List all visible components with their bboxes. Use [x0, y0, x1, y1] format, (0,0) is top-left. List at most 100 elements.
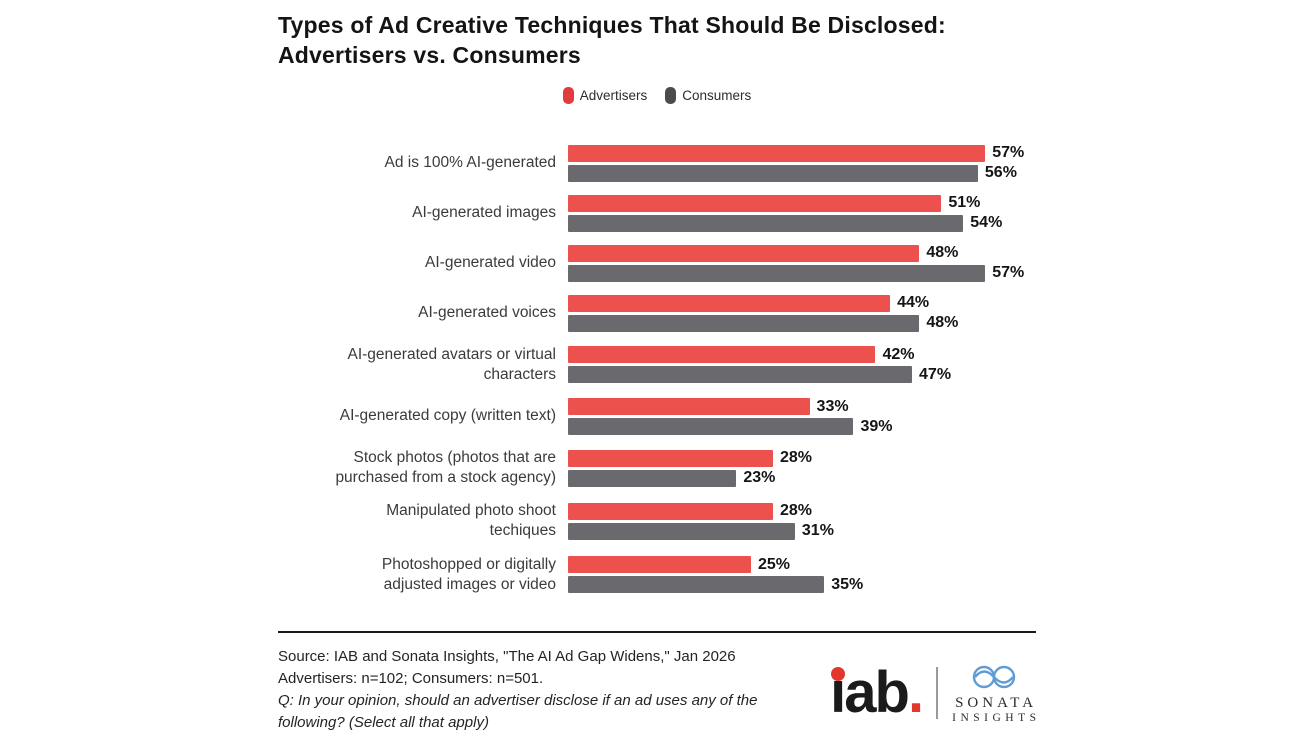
consumers-bar [568, 366, 913, 384]
iab-period: . [907, 660, 924, 726]
consumers-value-label: 39% [860, 417, 893, 435]
legend-swatch [665, 87, 677, 105]
bar-pair: 28% 23% [568, 449, 812, 487]
chart-title: Types of Ad Creative Techniques That Sho… [278, 12, 946, 69]
consumers-bar-line: 31% [568, 522, 834, 540]
consumers-value-label: 56% [984, 164, 1017, 182]
row-label: Photoshopped or digitally adjusted image… [381, 555, 556, 593]
advertisers-bar-line: 48% [568, 244, 1024, 262]
consumers-bar [568, 264, 986, 282]
consumers-value-label: 48% [926, 314, 959, 332]
advertisers-bar-line: 28% [568, 449, 812, 467]
page: Types of Ad Creative Techniques That Sho… [278, 10, 1036, 735]
advertisers-value-label: 33% [816, 397, 849, 415]
legend-swatch [562, 87, 574, 105]
advertisers-bar [568, 556, 751, 574]
consumers-bar-line: 47% [568, 365, 952, 384]
advertisers-value-label: 44% [897, 294, 930, 312]
row-label: Manipulated photo shoot techiques [386, 502, 556, 540]
consumers-value-label: 57% [992, 264, 1025, 282]
legend-label: Advertisers [579, 88, 648, 104]
bar-pair: 25% 35% [568, 555, 864, 594]
advertisers-bar-line: 33% [568, 398, 893, 415]
iab-i-dot-icon [831, 667, 846, 682]
advertisers-value-label: 25% [758, 555, 791, 573]
sonata-wordmark-line2: INSIGHTS [952, 712, 1041, 725]
chart-row: Photoshopped or digitally adjusted image… [278, 555, 1036, 595]
advertisers-value-label: 28% [779, 449, 812, 467]
chart-row: Ad is 100% AI-generated 57% 56% [278, 144, 1036, 182]
row-label: AI-generated avatars or virtual characte… [347, 345, 557, 383]
advertisers-value-label: 28% [779, 502, 812, 520]
sonata-infinity-icon [972, 666, 1016, 689]
consumers-bar-line: 39% [568, 418, 893, 435]
consumers-bar [568, 522, 795, 540]
bar-pair: 42% 47% [568, 345, 952, 384]
advertisers-bar [568, 449, 773, 467]
advertisers-bar [568, 502, 773, 520]
row-label: Stock photos (photos that are purchased … [335, 449, 556, 487]
consumers-bar-line: 54% [568, 214, 1003, 232]
chart-row: AI-generated avatars or virtual characte… [278, 345, 1036, 385]
row-label: AI-generated video [425, 254, 556, 272]
advertisers-value-label: 42% [882, 345, 915, 363]
advertisers-bar-line: 44% [568, 294, 958, 312]
consumers-bar-line: 56% [568, 164, 1024, 182]
advertisers-bar [568, 398, 810, 415]
chart-row: AI-generated video 48% 57% [278, 244, 1036, 282]
source-text: Source: IAB and Sonata Insights, "The AI… [278, 647, 736, 665]
advertisers-bar-line: 51% [568, 194, 1002, 212]
row-label: Ad is 100% AI-generated [384, 154, 556, 172]
advertisers-bar [568, 194, 942, 212]
consumers-bar [568, 469, 737, 487]
chart-row: Manipulated photo shoot techiques 28% 31… [278, 501, 1036, 541]
chart-row: Stock photos (photos that are purchased … [278, 448, 1036, 488]
row-label: AI-generated voices [418, 304, 556, 322]
advertisers-value-label: 48% [926, 244, 959, 262]
chart-row: AI-generated voices 44% 48% [278, 294, 1036, 332]
bar-pair: 48% 57% [568, 244, 1025, 282]
row-label: AI-generated images [412, 204, 556, 222]
legend: Advertisers Consumers [278, 87, 1036, 105]
sonata-logo: SONATA INSIGHTS [952, 662, 1036, 724]
bar-chart: Ad is 100% AI-generated 57% 56% AI-gener… [278, 144, 1036, 595]
advertisers-bar-line: 42% [568, 345, 951, 364]
advertisers-bar [568, 244, 920, 262]
consumers-bar [568, 164, 978, 182]
footer-text: Source: IAB and Sonata Insights, "The AI… [278, 646, 783, 735]
bar-pair: 44% 48% [568, 294, 959, 332]
advertisers-bar [568, 144, 986, 162]
advertisers-bar-line: 57% [568, 144, 1025, 162]
consumers-bar-line: 57% [568, 264, 1025, 282]
iab-logo: iab. [830, 664, 924, 722]
bar-pair: 28% 31% [568, 502, 834, 540]
row-label: AI-generated copy (written text) [339, 407, 556, 425]
consumers-value-label: 35% [831, 575, 864, 593]
consumers-bar-line: 23% [568, 469, 812, 487]
chart-row: AI-generated images 51% 54% [278, 194, 1036, 232]
consumers-bar [568, 576, 825, 594]
chart-row: AI-generated copy (written text) 33% 39% [278, 398, 1036, 435]
sample-size-text: Advertisers: n=102; Consumers: n=501. [278, 670, 544, 688]
consumers-value-label: 47% [919, 365, 952, 383]
advertisers-bar-line: 25% [568, 555, 863, 574]
consumers-bar [568, 418, 854, 435]
consumers-bar [568, 214, 964, 232]
bar-pair: 33% 39% [568, 398, 893, 435]
legend-item: Consumers [665, 87, 751, 105]
legend-item: Advertisers [562, 87, 648, 105]
bar-pair: 57% 56% [568, 144, 1025, 182]
advertisers-bar [568, 294, 891, 312]
advertisers-value-label: 57% [992, 144, 1025, 162]
bar-pair: 51% 54% [568, 194, 1003, 232]
sonata-wordmark-line1: SONATA [955, 695, 1038, 712]
logo-separator [936, 667, 939, 720]
footer: Source: IAB and Sonata Insights, "The AI… [278, 646, 1036, 735]
consumers-bar-line: 48% [568, 314, 959, 332]
advertisers-value-label: 51% [948, 194, 981, 212]
consumers-bar-line: 35% [568, 575, 864, 594]
consumers-value-label: 54% [970, 214, 1003, 232]
logos: iab. SONATA INSIGHTS [830, 652, 1036, 735]
advertisers-bar [568, 346, 876, 364]
footer-divider [278, 630, 1036, 633]
